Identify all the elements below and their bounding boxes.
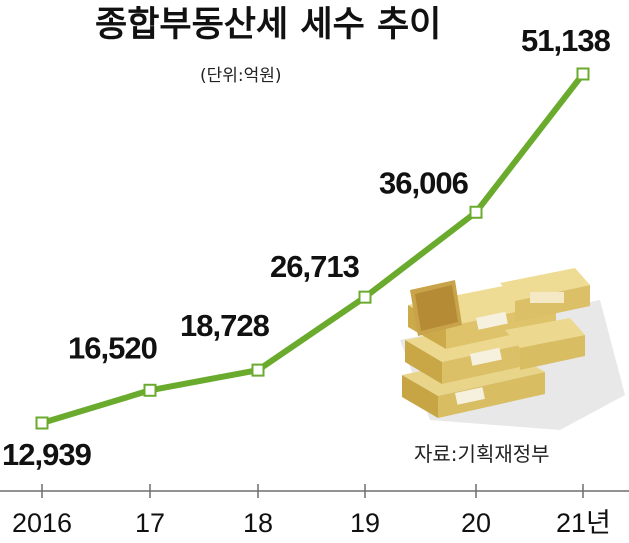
x-tick-label-20: 20	[461, 508, 491, 538]
data-label-21년: 51,138	[521, 23, 611, 58]
data-point-21년	[576, 67, 590, 81]
chart-title: 종합부동산세 세수 추이	[95, 5, 441, 45]
x-tick-label-17: 17	[135, 508, 165, 538]
data-label-2016: 12,939	[2, 437, 92, 472]
x-tick-label-21년: 21년	[556, 508, 611, 538]
data-label-19: 26,713	[270, 249, 360, 284]
x-tick-label-18: 18	[243, 508, 273, 538]
data-point-2016	[35, 416, 49, 430]
source-label: 자료:기획재정부	[414, 442, 550, 466]
unit-label: (단위:억원)	[200, 66, 282, 86]
x-tick-label-19: 19	[350, 508, 380, 538]
data-point-19	[358, 290, 372, 304]
data-label-18: 18,728	[180, 308, 270, 343]
x-tick-label-2016: 2016	[12, 508, 72, 538]
series-line	[41, 72, 586, 426]
data-point-20	[469, 205, 483, 219]
data-point-17	[143, 383, 157, 397]
money-stacks-icon	[400, 268, 625, 430]
data-label-17: 16,520	[68, 330, 157, 365]
data-point-18	[251, 363, 265, 377]
data-label-20: 36,006	[379, 165, 469, 200]
